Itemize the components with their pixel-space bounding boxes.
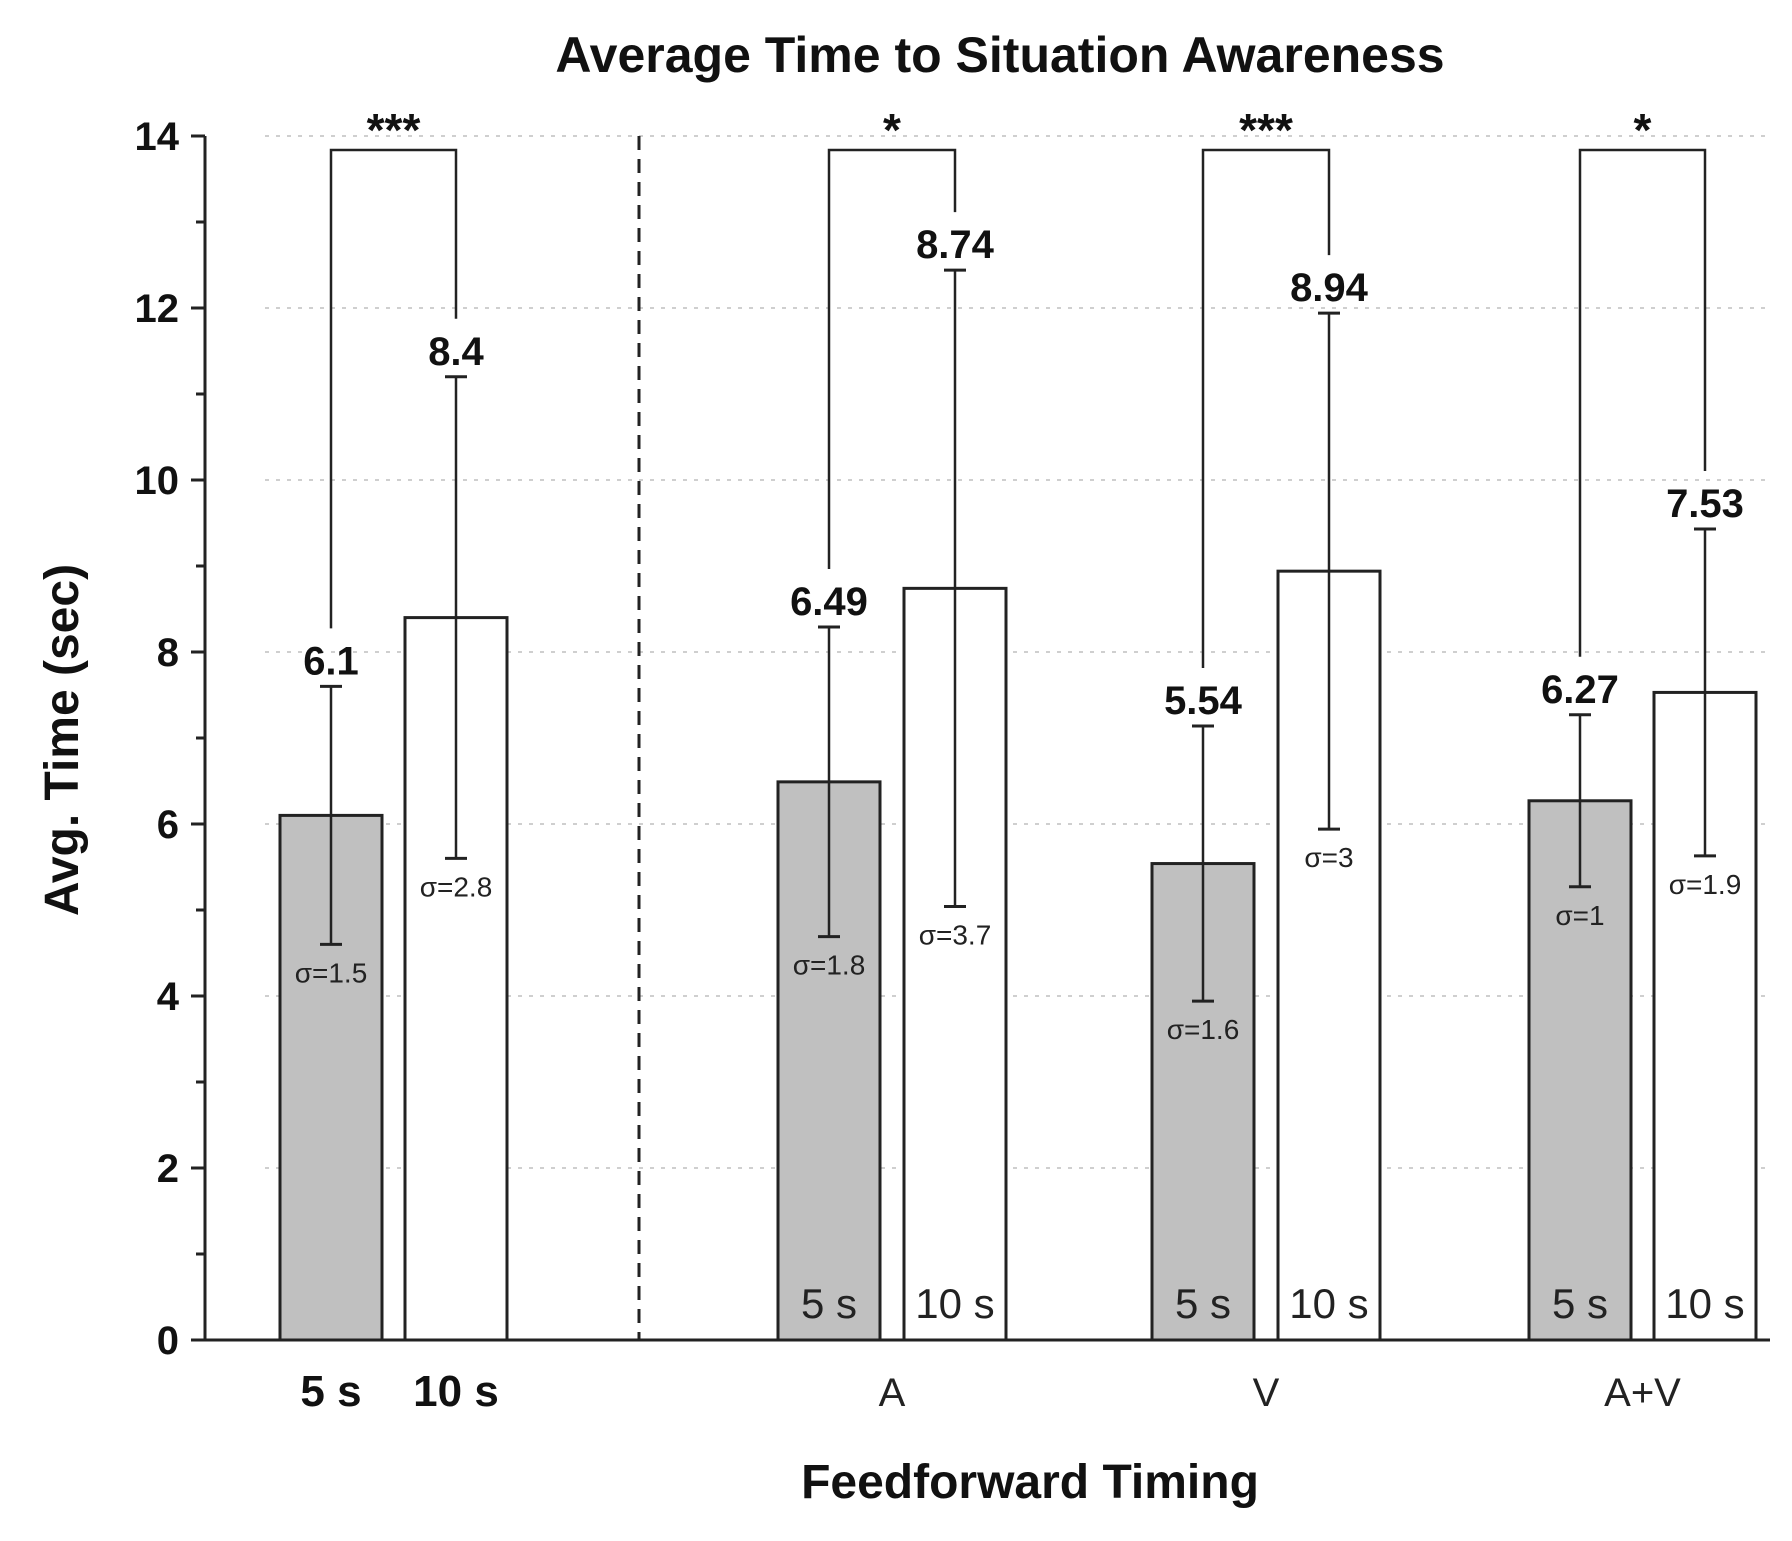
bar-series-label: 10 s xyxy=(1665,1280,1744,1327)
x-category-label: A+V xyxy=(1604,1371,1681,1415)
y-tick-label: 10 xyxy=(135,459,180,503)
significance-stars: *** xyxy=(1239,104,1293,156)
value-label: 7.53 xyxy=(1666,482,1744,526)
significance-bracket xyxy=(1201,148,1331,668)
axes xyxy=(191,134,1770,1342)
bars xyxy=(278,268,1758,1342)
value-label: 6.49 xyxy=(790,580,868,624)
value-label: 6.27 xyxy=(1541,668,1619,712)
value-label: 5.54 xyxy=(1164,679,1243,723)
sigma-label: σ=1.9 xyxy=(1669,869,1742,900)
bar-series-label: 10 s xyxy=(915,1280,994,1327)
bar-series-label: 5 s xyxy=(1552,1280,1608,1327)
x-tick-label: 5 s xyxy=(300,1367,361,1416)
x-category-label: A xyxy=(879,1371,906,1415)
value-label: 8.74 xyxy=(916,223,995,267)
y-tick-label: 8 xyxy=(157,631,179,675)
y-tick-label: 2 xyxy=(157,1147,179,1191)
significance-bracket xyxy=(827,148,957,570)
significance-stars: * xyxy=(883,104,901,156)
sigma-label: σ=1 xyxy=(1555,900,1604,931)
bar-series-label: 5 s xyxy=(1175,1280,1231,1327)
significance-stars: *** xyxy=(367,104,421,156)
labels: 0 2 4 6 8 10 12 14 6.1 σ=1.5 5 s 8.4 σ=2.8 10 s *** 6.4… xyxy=(135,104,1745,1416)
x-axis-label: Feedforward Timing xyxy=(801,1456,1259,1509)
sigma-label: σ=1.6 xyxy=(1167,1014,1240,1045)
value-label: 8.94 xyxy=(1290,266,1369,310)
sigma-label: σ=1.5 xyxy=(295,957,368,988)
chart-title: Average Time to Situation Awareness xyxy=(555,27,1444,83)
y-tick-label: 6 xyxy=(157,803,179,847)
sigma-label: σ=3.7 xyxy=(919,920,992,951)
y-axis-label: Avg. Time (sec) xyxy=(36,564,89,916)
sigma-label: σ=1.8 xyxy=(793,950,866,981)
bar-series-label: 10 s xyxy=(1289,1280,1368,1327)
sigma-label: σ=2.8 xyxy=(420,871,493,902)
x-tick-label: 10 s xyxy=(413,1367,499,1416)
value-label: 6.1 xyxy=(303,639,359,683)
x-category-label: V xyxy=(1253,1371,1280,1415)
significance-bracket xyxy=(1578,148,1707,657)
value-label: 8.4 xyxy=(428,330,484,374)
sigma-label: σ=3 xyxy=(1304,842,1353,873)
significance-bracket xyxy=(329,148,458,629)
y-tick-label: 14 xyxy=(135,115,180,159)
y-tick-label: 12 xyxy=(135,287,180,331)
y-tick-label: 4 xyxy=(157,975,180,1019)
y-tick-label: 0 xyxy=(157,1319,179,1363)
grid-lines xyxy=(265,135,1770,1169)
bar-series-label: 5 s xyxy=(801,1280,857,1327)
significance-stars: * xyxy=(1634,104,1652,156)
